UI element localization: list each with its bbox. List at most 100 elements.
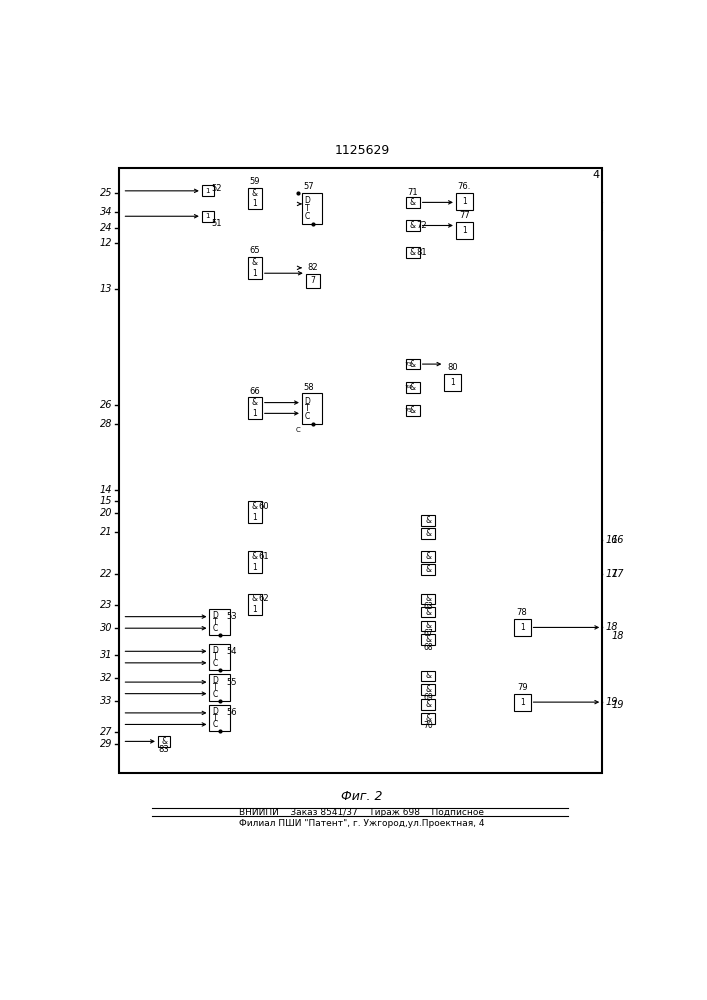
Text: D: D [212,707,218,716]
Text: 81: 81 [416,248,426,257]
Text: T: T [213,618,217,627]
Text: 30: 30 [100,623,112,633]
Text: 72: 72 [416,221,426,230]
Text: 16: 16 [605,535,618,545]
Text: C: C [296,427,300,433]
Text: 1: 1 [206,188,210,194]
Bar [302,393,322,424]
Bar [248,501,262,523]
Bar [406,359,420,369]
Text: Фиг. 2: Фиг. 2 [341,790,382,803]
Text: &: & [425,529,431,538]
Bar [248,397,262,419]
Bar [421,551,435,562]
Bar [305,274,320,288]
Text: &: & [410,198,416,207]
Bar [119,168,602,773]
Text: 4: 4 [592,170,600,180]
Text: C: C [212,720,218,729]
Text: 17: 17 [612,569,624,579]
Text: 78: 78 [517,608,527,617]
Text: 1: 1 [462,226,467,235]
Text: 71: 71 [407,188,418,197]
Text: &: & [425,565,431,574]
Bar [209,674,230,701]
Text: 22: 22 [100,569,112,579]
Text: 1: 1 [462,197,467,206]
Text: D: D [304,397,310,406]
Bar [456,222,473,239]
Text: 1: 1 [252,409,257,418]
Text: 17: 17 [605,569,618,579]
Bar [201,185,214,196]
Text: 25: 25 [100,188,112,198]
Text: 12: 12 [100,238,112,248]
Text: C: C [212,624,218,633]
Bar [158,736,170,747]
Text: &: & [410,248,416,257]
Text: T: T [213,683,217,692]
Text: &: & [410,406,416,415]
Text: &: & [252,594,258,603]
Text: 16: 16 [612,535,624,545]
Text: 53: 53 [226,612,237,621]
Bar [421,699,435,710]
Text: 19: 19 [605,697,618,707]
Text: ВНИИПИ    Заказ 8541/37    Тираж 698    Подписное: ВНИИПИ Заказ 8541/37 Тираж 698 Подписное [240,808,484,817]
Text: &: & [425,552,431,561]
Text: 73: 73 [405,362,413,367]
Text: &: & [252,552,258,561]
Bar [514,619,530,636]
Text: C: C [305,412,310,421]
Text: 63: 63 [423,602,433,611]
Text: 67: 67 [423,629,433,638]
Text: C: C [305,212,310,221]
Text: &: & [252,502,258,511]
Text: 20: 20 [100,508,112,518]
Text: &: & [425,621,431,630]
Text: &: & [425,714,431,723]
Text: 18: 18 [612,631,624,641]
Text: 59: 59 [250,177,260,186]
Text: 1: 1 [252,605,257,614]
Text: D: D [212,646,218,655]
Text: T: T [213,652,217,661]
Text: 32: 32 [100,673,112,683]
Text: &: & [252,258,258,267]
Text: 69: 69 [423,693,433,702]
Text: &: & [425,516,431,525]
Text: 18: 18 [605,622,618,632]
Text: &: & [410,360,416,369]
Bar [248,188,262,209]
Text: 66: 66 [250,387,260,396]
Text: C: C [212,659,218,668]
Text: 54: 54 [226,647,237,656]
Bar [421,607,435,617]
Text: 14: 14 [100,485,112,495]
Bar [209,644,230,670]
Bar [421,515,435,526]
Bar [421,713,435,724]
Text: D: D [304,196,310,205]
Bar [444,374,461,391]
Text: &: & [425,671,431,680]
Text: T: T [213,714,217,723]
Text: 80: 80 [448,363,458,372]
Text: 57: 57 [303,182,314,191]
Text: 74: 74 [405,385,413,390]
Text: 13: 13 [100,284,112,294]
Text: T: T [305,404,310,413]
Bar [406,382,420,393]
Text: D: D [212,676,218,685]
Text: 60: 60 [259,502,269,511]
Text: 1: 1 [520,623,525,632]
Bar [421,634,435,645]
Bar [421,594,435,604]
Text: &: & [252,189,258,198]
Text: 7: 7 [310,276,315,285]
Text: Филиал ПШИ "Патент", г. Ужгород,ул.Проектная, 4: Филиал ПШИ "Патент", г. Ужгород,ул.Проек… [239,819,485,828]
Text: 79: 79 [517,683,527,692]
Text: 76.: 76. [457,182,471,191]
Bar [406,405,420,416]
Text: 15: 15 [100,496,112,506]
